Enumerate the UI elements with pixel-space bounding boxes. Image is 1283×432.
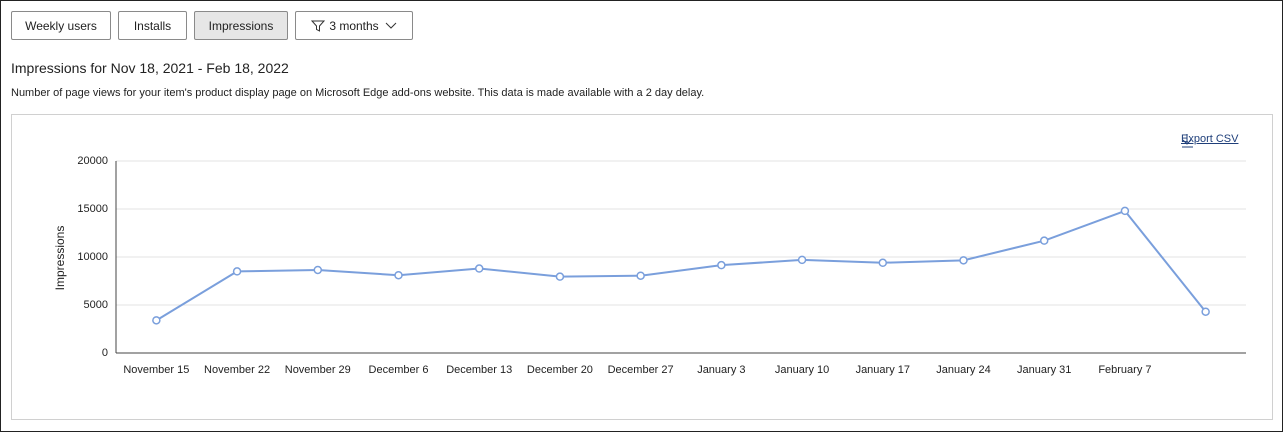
x-tick-label: December 13 <box>446 364 512 376</box>
point <box>717 260 726 270</box>
y-tick-label: 10000 <box>77 251 108 263</box>
x-tick-label: December 6 <box>369 364 429 376</box>
point <box>474 264 484 273</box>
point <box>555 272 565 281</box>
point <box>797 255 807 265</box>
filter-button[interactable]: 3 months <box>295 11 413 40</box>
x-tick-label: January 3 <box>697 364 745 376</box>
y-axis-title: Impressions <box>53 226 67 291</box>
y-tick-label: 0 <box>102 347 108 359</box>
y-tick-label: 15000 <box>77 203 108 215</box>
x-tick-label: November 15 <box>123 364 189 376</box>
filter-icon <box>311 20 326 32</box>
y-tick-label: 20000 <box>77 155 108 167</box>
x-tick-label: February 7 <box>1098 364 1151 376</box>
tab-button[interactable]: Installs <box>118 11 187 40</box>
description: Number of page views for your item's pro… <box>11 87 705 99</box>
point <box>394 270 403 280</box>
download-icon <box>1182 134 1193 148</box>
point <box>152 316 161 325</box>
point <box>313 265 323 275</box>
tab-button[interactable]: Weekly users <box>11 11 111 40</box>
x-tick-label: November 29 <box>285 364 351 376</box>
x-tick-label: November 22 <box>204 364 270 376</box>
x-tick-label: December 27 <box>608 364 674 376</box>
chevron-icon <box>385 22 397 29</box>
point <box>636 271 645 280</box>
x-tick-label: December 20 <box>527 364 593 376</box>
x-tick-label: January 17 <box>856 364 910 376</box>
x-tick-label: January 24 <box>936 364 990 376</box>
point <box>959 256 968 265</box>
point <box>232 267 242 276</box>
chart-panel <box>11 114 1273 420</box>
x-tick-label: January 10 <box>775 364 829 376</box>
x-tick-label: January 31 <box>1017 364 1071 376</box>
export-link[interactable]: Export CSV <box>1181 133 1239 145</box>
y-tick-label: 5000 <box>84 299 108 311</box>
filter-label: 3 months <box>329 18 379 33</box>
point <box>1120 206 1130 216</box>
line <box>155 209 1207 322</box>
point <box>878 258 888 268</box>
tab-button[interactable]: Impressions <box>194 11 288 40</box>
heading: Impressions for Nov 18, 2021 - Feb 18, 2… <box>11 60 289 76</box>
point <box>1039 236 1049 245</box>
point <box>1201 307 1210 316</box>
